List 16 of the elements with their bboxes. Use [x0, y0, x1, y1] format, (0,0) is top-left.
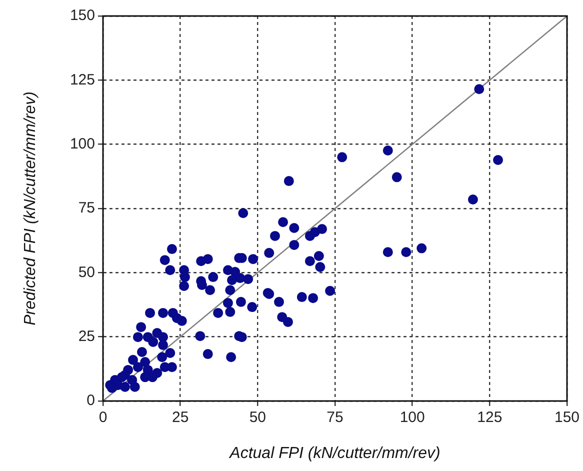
- y-tick-label: 0: [86, 392, 95, 410]
- x-axis-title: Actual FPI (kN/cutter/mm/rev): [228, 444, 440, 462]
- x-tick-label: 25: [172, 409, 189, 426]
- x-tick-label: 150: [554, 409, 580, 426]
- y-axis-title: Predicted FPI (kN/cutter/mm/rev): [22, 92, 40, 326]
- y-tick-label: 25: [78, 328, 95, 345]
- x-tick-label: 50: [249, 409, 266, 426]
- y-tick-label: 75: [78, 200, 95, 217]
- y-tick-label: 100: [70, 135, 95, 152]
- x-tick-label: 125: [477, 409, 502, 426]
- y-tick-label: 125: [70, 71, 95, 88]
- x-tick-label: 75: [326, 409, 344, 426]
- y-tick-label: 50: [78, 264, 95, 281]
- x-tick-label: 0: [98, 409, 108, 426]
- x-tick-label: 100: [400, 409, 425, 426]
- y-tick-label: 150: [70, 7, 95, 24]
